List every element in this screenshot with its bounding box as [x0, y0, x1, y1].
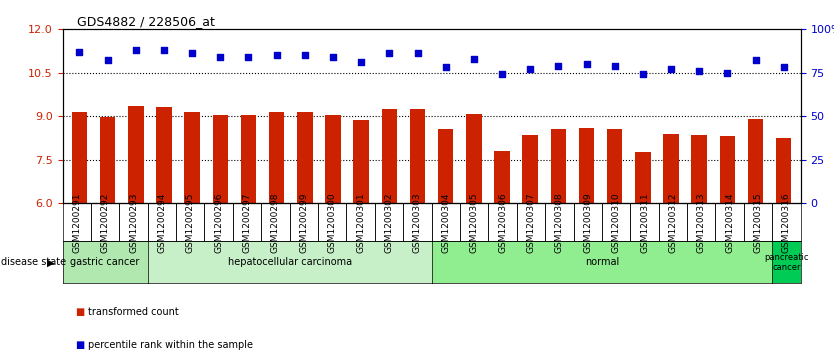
- Bar: [409, 109, 425, 203]
- Point: [411, 50, 425, 56]
- Text: GSM1200311: GSM1200311: [640, 192, 649, 253]
- Point: [101, 57, 114, 63]
- Point: [495, 72, 509, 77]
- Point: [383, 50, 396, 56]
- Bar: [579, 128, 595, 203]
- Point: [580, 61, 593, 67]
- Text: GSM1200313: GSM1200313: [696, 192, 706, 253]
- Bar: [748, 119, 763, 203]
- Bar: [495, 151, 510, 203]
- Text: GSM1200297: GSM1200297: [243, 192, 252, 253]
- Text: GSM1200308: GSM1200308: [555, 192, 564, 253]
- Text: GDS4882 / 228506_at: GDS4882 / 228506_at: [78, 15, 215, 28]
- Bar: [720, 136, 735, 203]
- Text: GSM1200301: GSM1200301: [356, 192, 365, 253]
- Point: [749, 57, 762, 63]
- Bar: [550, 129, 566, 203]
- Text: GSM1200305: GSM1200305: [470, 192, 479, 253]
- Text: hepatocellular carcinoma: hepatocellular carcinoma: [228, 257, 352, 267]
- Text: GSM1200309: GSM1200309: [583, 192, 592, 253]
- Text: ■: ■: [75, 340, 84, 350]
- Point: [214, 54, 227, 60]
- Point: [439, 65, 452, 70]
- Text: GSM1200310: GSM1200310: [611, 192, 620, 253]
- Point: [665, 66, 678, 72]
- Text: GSM1200312: GSM1200312: [668, 192, 677, 253]
- Bar: [607, 129, 622, 203]
- Bar: [354, 120, 369, 203]
- Text: GSM1200306: GSM1200306: [498, 192, 507, 253]
- Text: GSM1200303: GSM1200303: [413, 192, 422, 253]
- Bar: [269, 112, 284, 203]
- Bar: [466, 114, 481, 203]
- Text: GSM1200291: GSM1200291: [73, 192, 81, 253]
- Point: [721, 70, 734, 76]
- Text: GSM1200296: GSM1200296: [214, 192, 224, 253]
- Point: [636, 72, 650, 77]
- Point: [608, 63, 621, 69]
- Point: [270, 52, 284, 58]
- Text: GSM1200314: GSM1200314: [726, 192, 734, 253]
- Point: [326, 54, 339, 60]
- Text: GSM1200300: GSM1200300: [328, 192, 337, 253]
- Text: GSM1200307: GSM1200307: [526, 192, 535, 253]
- Text: GSM1200292: GSM1200292: [101, 192, 109, 253]
- Point: [185, 50, 198, 56]
- Point: [692, 68, 706, 74]
- Bar: [72, 112, 88, 203]
- Text: GSM1200298: GSM1200298: [271, 192, 280, 253]
- Text: GSM1200304: GSM1200304: [441, 192, 450, 253]
- Point: [298, 52, 311, 58]
- Text: ▶: ▶: [47, 257, 54, 267]
- Text: GSM1200299: GSM1200299: [299, 192, 309, 253]
- Bar: [297, 112, 313, 203]
- Point: [777, 65, 791, 70]
- Text: GSM1200316: GSM1200316: [782, 192, 791, 253]
- Bar: [100, 117, 115, 203]
- Point: [242, 54, 255, 60]
- Bar: [438, 129, 454, 203]
- Text: gastric cancer: gastric cancer: [70, 257, 140, 267]
- Text: disease state: disease state: [1, 257, 66, 267]
- Bar: [691, 135, 707, 203]
- Point: [467, 56, 480, 62]
- Point: [552, 63, 565, 69]
- Text: ■: ■: [75, 307, 84, 317]
- Point: [129, 47, 143, 53]
- Text: GSM1200295: GSM1200295: [186, 192, 195, 253]
- Bar: [522, 135, 538, 203]
- Bar: [382, 109, 397, 203]
- Text: pancreatic
cancer: pancreatic cancer: [764, 253, 809, 272]
- Text: percentile rank within the sample: percentile rank within the sample: [88, 340, 253, 350]
- Text: GSM1200302: GSM1200302: [384, 192, 394, 253]
- Bar: [184, 112, 200, 203]
- Bar: [636, 152, 651, 203]
- Bar: [156, 107, 172, 203]
- Text: transformed count: transformed count: [88, 307, 178, 317]
- Bar: [663, 134, 679, 203]
- Bar: [128, 106, 143, 203]
- Bar: [325, 115, 341, 203]
- Bar: [213, 115, 228, 203]
- Text: GSM1200294: GSM1200294: [158, 192, 167, 253]
- Point: [354, 59, 368, 65]
- Bar: [241, 115, 256, 203]
- Text: GSM1200293: GSM1200293: [129, 192, 138, 253]
- Text: normal: normal: [585, 257, 619, 267]
- Text: GSM1200315: GSM1200315: [754, 192, 762, 253]
- Point: [73, 49, 86, 54]
- Point: [524, 66, 537, 72]
- Bar: [776, 138, 791, 203]
- Point: [158, 47, 171, 53]
